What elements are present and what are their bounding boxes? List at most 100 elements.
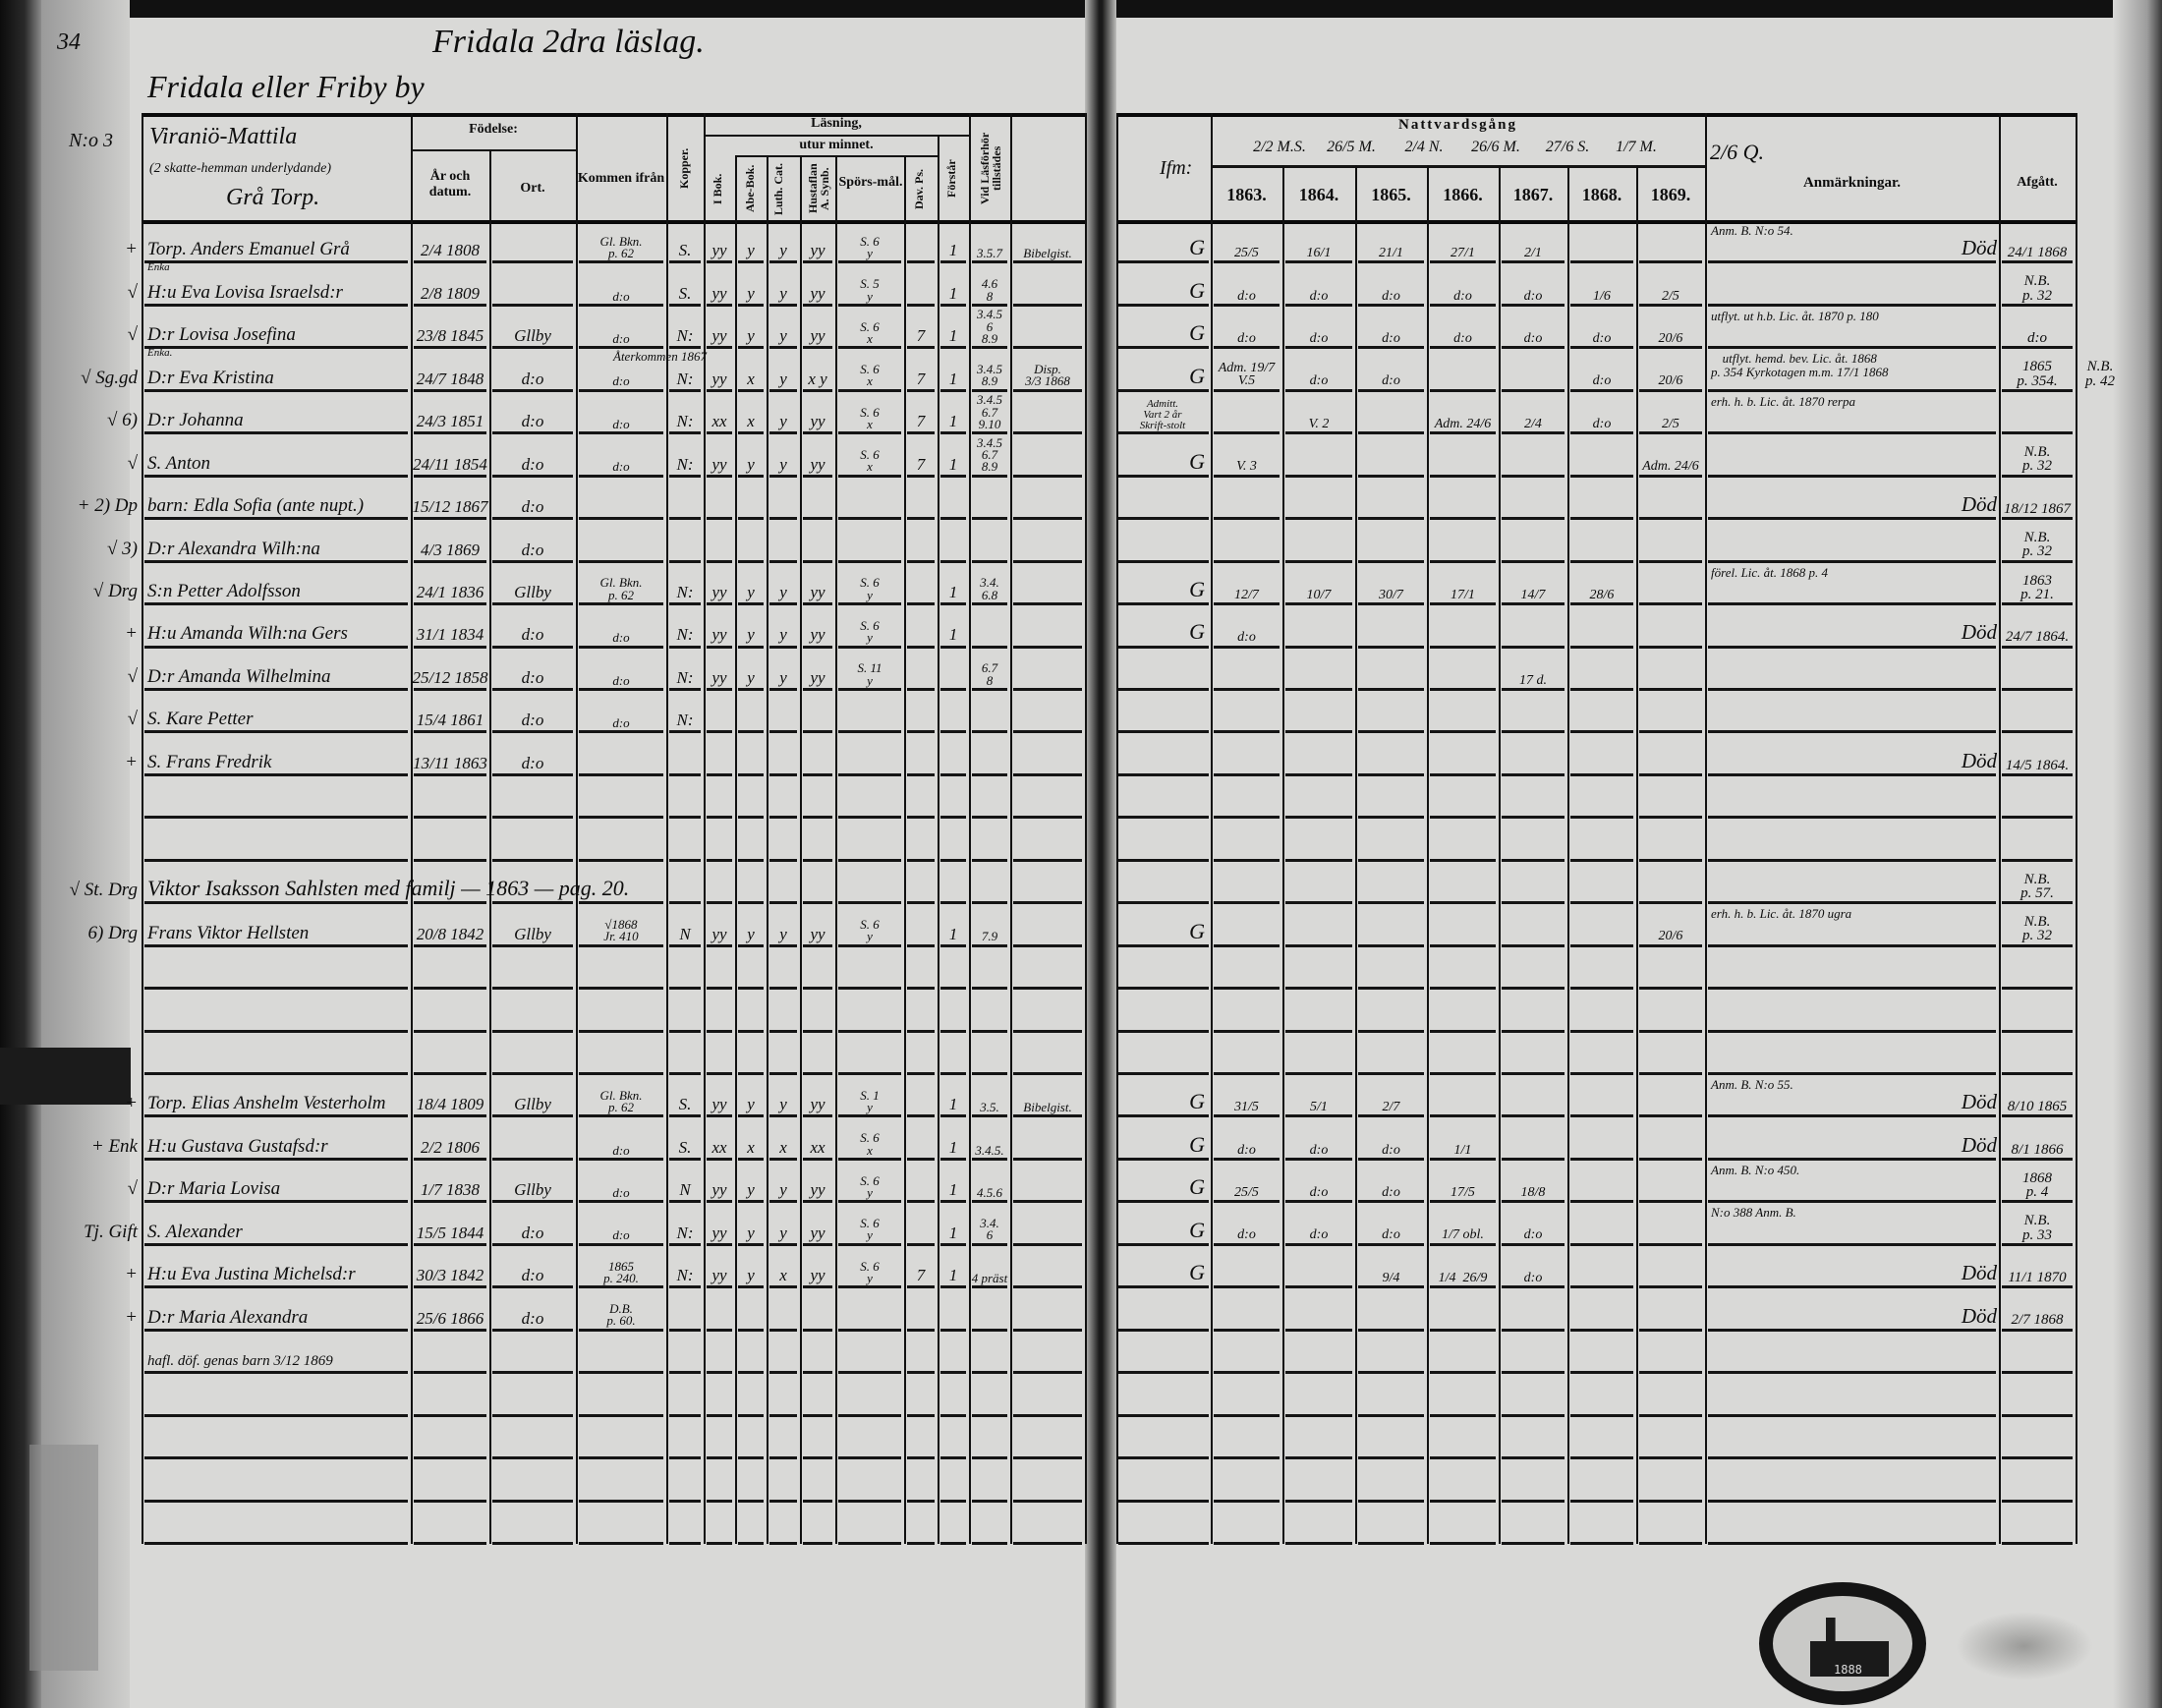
row-rule bbox=[1708, 1456, 1996, 1460]
departed: 24/1 1868 bbox=[2007, 245, 2068, 261]
row-rule bbox=[707, 1200, 732, 1204]
row-rule bbox=[1358, 602, 1424, 606]
row-rule bbox=[579, 1371, 663, 1375]
row-rule bbox=[1285, 303, 1352, 307]
cell-forstar: 1 bbox=[948, 1180, 958, 1200]
margin-mark: + Enk bbox=[90, 1135, 138, 1157]
row-rule bbox=[907, 1499, 935, 1503]
cell-luth: y bbox=[779, 924, 787, 943]
left-column-rule bbox=[576, 113, 578, 1544]
row-rule bbox=[2002, 1285, 2073, 1289]
cell-hust: yy bbox=[810, 1180, 825, 1200]
left-column-rule bbox=[142, 113, 143, 1544]
row-rule bbox=[1285, 1242, 1352, 1246]
row-rule bbox=[669, 858, 701, 862]
communion-date-1867: d:o bbox=[1523, 1227, 1543, 1243]
row-rule bbox=[1502, 474, 1565, 478]
row-rule bbox=[1430, 987, 1496, 991]
cell-kommen: √1868 Jr. 410 bbox=[603, 916, 639, 944]
row-rule bbox=[940, 687, 966, 691]
row-rule bbox=[1430, 687, 1496, 691]
row-rule bbox=[1118, 1029, 1209, 1033]
row-rule bbox=[1285, 1413, 1352, 1417]
scan-right-edge bbox=[2113, 0, 2162, 1708]
cell-ibok: xx bbox=[711, 1137, 727, 1157]
row-rule bbox=[940, 1072, 966, 1075]
annotation-above: Enka bbox=[147, 261, 170, 274]
communion-date-1863: 25/5 bbox=[1234, 1185, 1259, 1201]
row-rule bbox=[669, 1413, 701, 1417]
communion-prefix: G bbox=[1189, 1174, 1205, 1200]
cell-luth: x bbox=[779, 1137, 787, 1157]
cell-ort: d:o bbox=[521, 753, 544, 772]
communion-date-1864: d:o bbox=[1309, 331, 1329, 347]
communion-date-1867: d:o bbox=[1523, 1270, 1543, 1285]
row-rule bbox=[1013, 943, 1082, 947]
row-rule bbox=[707, 816, 732, 820]
row-rule bbox=[669, 1242, 701, 1246]
cell-date: 4/3 1869 bbox=[421, 540, 480, 559]
row-rule bbox=[492, 816, 573, 820]
row-rule bbox=[492, 1541, 573, 1545]
communion-date-1863: d:o bbox=[1237, 1142, 1256, 1158]
departed: 11/1 1870 bbox=[2008, 1269, 2067, 1285]
row-rule bbox=[838, 1200, 901, 1204]
row-rule bbox=[1285, 559, 1352, 563]
row-rule bbox=[492, 1242, 573, 1246]
row-rule bbox=[838, 858, 901, 862]
row-rule bbox=[1013, 987, 1082, 991]
cell-forstar: 1 bbox=[948, 1137, 958, 1157]
cell-ibok: yy bbox=[711, 241, 727, 260]
cell-ort: d:o bbox=[521, 540, 544, 559]
left-header-bottom-rule bbox=[142, 220, 1085, 224]
row-rule bbox=[1502, 858, 1565, 862]
row-rule bbox=[414, 987, 486, 991]
margin-mark: √ Sg.gd bbox=[81, 367, 138, 388]
row-rule bbox=[1214, 1072, 1280, 1075]
row-rule bbox=[1358, 858, 1424, 862]
communion-prefix: Admitt. Vart 2 år Skrift-stolt bbox=[1139, 398, 1186, 432]
cell-kommen: d:o bbox=[612, 672, 630, 688]
side-note: N.B. p. 42 bbox=[2085, 359, 2115, 389]
row-rule bbox=[940, 730, 966, 734]
cell-ibok: yy bbox=[711, 1223, 727, 1242]
row-rule bbox=[972, 1328, 1007, 1332]
row-rule bbox=[579, 474, 663, 478]
cell-forstar: 1 bbox=[948, 412, 958, 431]
row-rule bbox=[838, 645, 901, 649]
margin-mark: + bbox=[125, 623, 138, 645]
row-rule bbox=[144, 901, 408, 905]
row-rule bbox=[1118, 388, 1209, 392]
row-rule bbox=[414, 1541, 486, 1545]
communion-date-1865: 21/1 bbox=[1379, 246, 1403, 261]
row-rule bbox=[1358, 559, 1424, 563]
cell-date: 2/2 1806 bbox=[421, 1137, 480, 1157]
row-rule bbox=[1708, 474, 1996, 478]
cell-vid: 3.4.5 6.7 9.10 bbox=[977, 392, 1002, 431]
row-rule bbox=[492, 987, 573, 991]
row-rule bbox=[1708, 602, 1996, 606]
row-rule bbox=[492, 1114, 573, 1118]
row-rule bbox=[1570, 474, 1633, 478]
death-label: Död bbox=[1961, 748, 1997, 772]
row-rule bbox=[803, 987, 832, 991]
communion-date-1864: d:o bbox=[1309, 288, 1329, 304]
row-rule bbox=[838, 687, 901, 691]
row-rule bbox=[1214, 1413, 1280, 1417]
row-rule bbox=[1430, 858, 1496, 862]
row-rule bbox=[1214, 987, 1280, 991]
row-rule bbox=[1358, 346, 1424, 350]
row-rule bbox=[2002, 303, 2073, 307]
row-rule bbox=[2002, 858, 2073, 862]
cell-name: S:n Petter Adolfsson bbox=[147, 581, 301, 602]
cell-date: 20/8 1842 bbox=[416, 924, 484, 943]
row-rule bbox=[707, 260, 732, 264]
row-rule bbox=[1013, 602, 1082, 606]
row-rule bbox=[1285, 987, 1352, 991]
row-rule bbox=[1013, 1413, 1082, 1417]
row-rule bbox=[707, 1029, 732, 1033]
row-rule bbox=[1118, 645, 1209, 649]
cell-spors: S. 6 x bbox=[860, 318, 880, 346]
cell-kopper: N: bbox=[676, 454, 694, 474]
row-rule bbox=[144, 816, 408, 820]
